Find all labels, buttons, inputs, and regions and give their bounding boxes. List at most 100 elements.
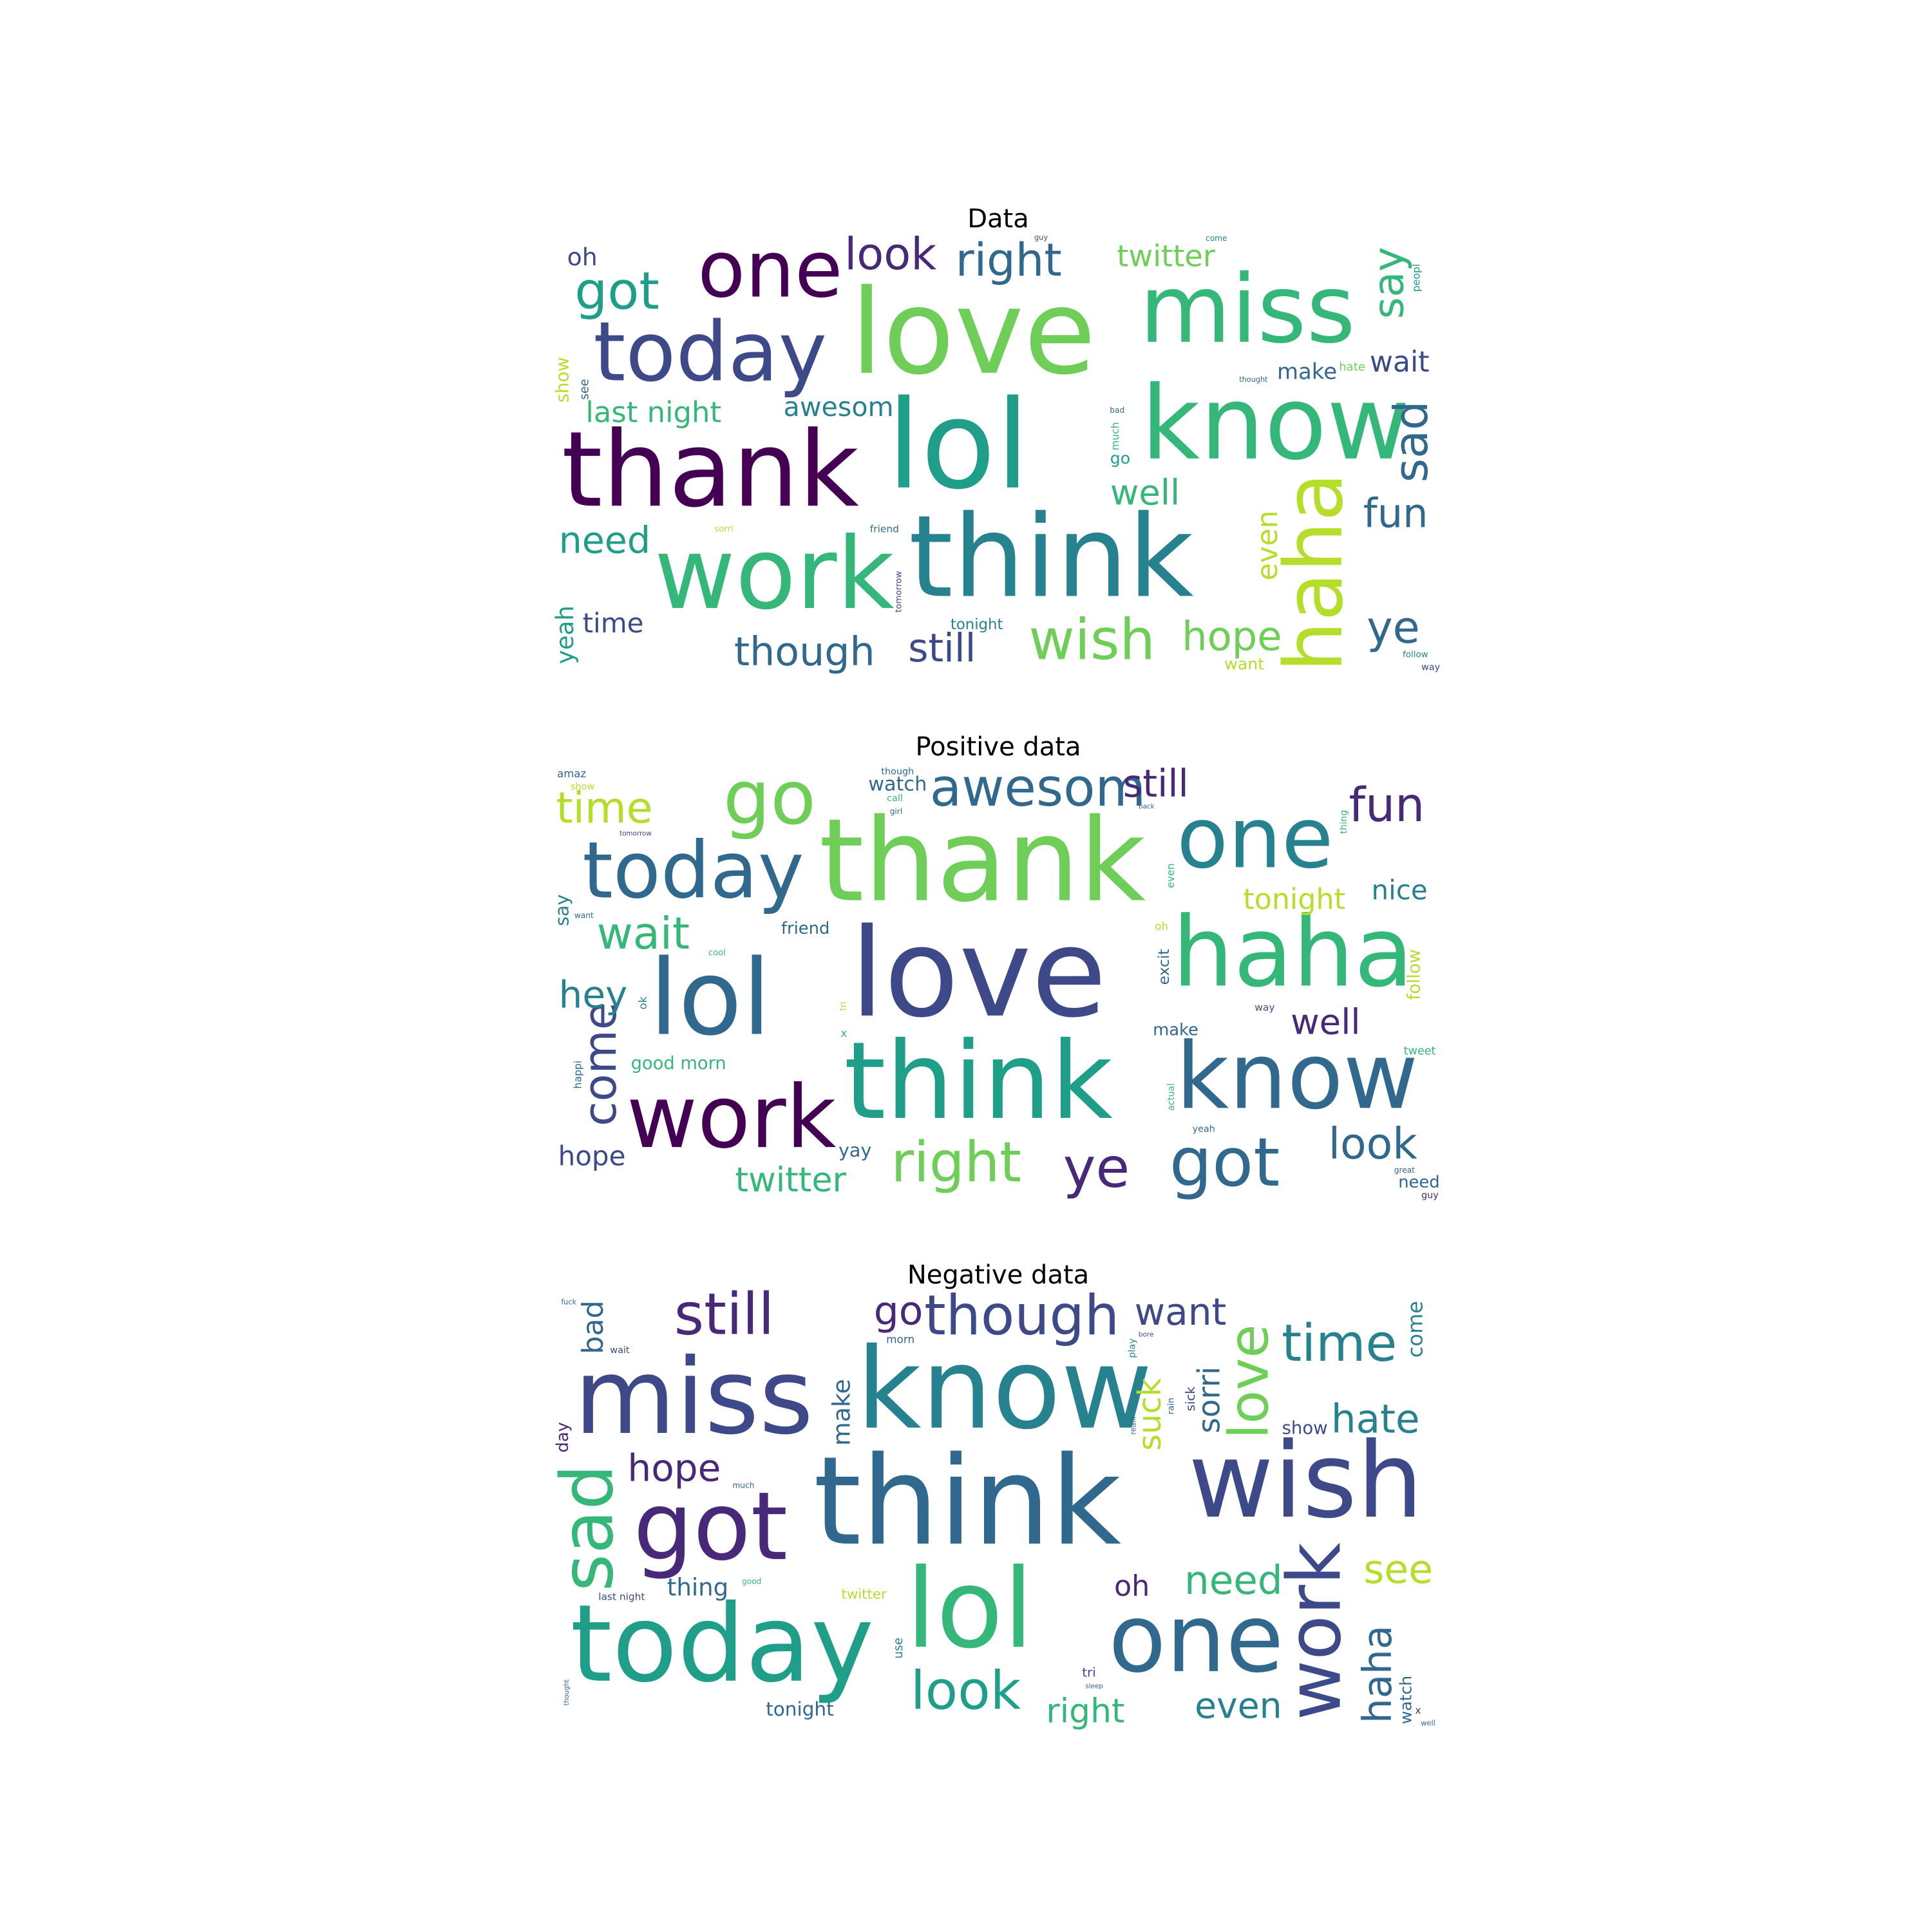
cloud-word: time <box>556 783 653 833</box>
cloud-word: show <box>554 357 573 402</box>
cloud-word: wait <box>610 1345 630 1356</box>
cloud-word: haha <box>1355 1625 1401 1723</box>
cloud-word: haha <box>1268 473 1361 672</box>
cloud-word: got <box>574 260 659 321</box>
cloud-word: come <box>1403 1301 1428 1358</box>
cloud-word: sorri <box>1191 1367 1227 1434</box>
cloud-word: work <box>654 516 895 632</box>
cloud-word: hate <box>1339 361 1365 374</box>
cloud-word: bad <box>577 1300 610 1354</box>
cloud-word: oh <box>567 243 598 271</box>
cloud-word: work <box>627 1066 837 1168</box>
cloud-word: back <box>1139 803 1155 811</box>
cloud-word: go <box>874 1289 923 1334</box>
cloud-word: wish <box>1028 607 1155 672</box>
cloud-word: though <box>924 1289 1119 1348</box>
cloud-word: last night <box>598 1591 645 1602</box>
cloud-word: morn <box>886 1333 914 1346</box>
panel-title: Positive data <box>915 732 1081 762</box>
cloud-word: ok <box>637 996 650 1009</box>
cloud-word: bad <box>1110 406 1124 415</box>
cloud-word: fun <box>1349 779 1425 833</box>
cloud-word: tonight <box>766 1698 834 1720</box>
cloud-word: wait <box>1370 346 1430 379</box>
cloud-word: good <box>742 1577 761 1586</box>
cloud-word: show <box>571 782 594 792</box>
cloud-word: even <box>1195 1686 1282 1727</box>
cloud-word: last night <box>585 395 721 430</box>
cloud-word: yeah <box>554 605 579 664</box>
cloud-word: tomorrow <box>895 571 904 612</box>
cloud-word: well <box>1421 1719 1435 1728</box>
cloud-word: wait <box>597 908 690 960</box>
cloud-word: even <box>1164 864 1177 889</box>
cloud-word: guy <box>1421 1190 1439 1200</box>
cloud-word: thing <box>667 1574 728 1602</box>
cloud-word: know <box>1176 1023 1418 1130</box>
cloud-word: bore <box>1139 1331 1154 1339</box>
cloud-word: thought <box>563 1680 571 1706</box>
cloud-word: peopl <box>1410 264 1422 292</box>
cloud-word: one <box>1177 790 1333 887</box>
cloud-word: tri <box>1082 1665 1096 1680</box>
cloud-word: actual <box>1166 1083 1177 1110</box>
cloud-word: sick <box>1183 1387 1198 1412</box>
cloud-word: need <box>559 520 650 562</box>
cloud-word: love <box>850 902 1106 1045</box>
cloud-word: make <box>828 1379 856 1446</box>
cloud-word: hey <box>559 973 628 1017</box>
cloud-word: tomorrow <box>620 830 652 838</box>
cloud-word: way <box>1421 662 1441 672</box>
cloud-word: go <box>1110 449 1130 468</box>
panel-title: Negative data <box>907 1260 1090 1290</box>
cloud-word: follow <box>1403 650 1428 660</box>
cloud-word: love <box>1218 1324 1282 1439</box>
cloud-word: day <box>554 1422 573 1452</box>
cloud-word: suck <box>1131 1378 1168 1451</box>
cloud-word: way <box>1255 1002 1274 1014</box>
cloud-word: say <box>1365 247 1414 319</box>
cloud-word: work <box>1271 1542 1357 1720</box>
cloud-word: right <box>1046 1692 1124 1731</box>
cloud-word: sad <box>1384 401 1438 482</box>
cloud-word: need <box>1398 1173 1439 1192</box>
cloud-word: still <box>674 1289 774 1347</box>
cloud-word: miss <box>1139 254 1356 365</box>
cloud-word: follow <box>1405 949 1425 1000</box>
cloud-word: look <box>844 233 936 280</box>
cloud-word: amaz <box>557 768 586 780</box>
cloud-word: thank <box>562 410 859 531</box>
cloud-word: tweet <box>1404 1045 1436 1058</box>
cloud-word: see <box>1363 1546 1433 1593</box>
cloud-word: tonight <box>1243 883 1345 916</box>
cloud-word: look <box>1329 1119 1418 1169</box>
cloud-word: one <box>697 233 842 315</box>
cloud-word: one <box>1108 1584 1283 1694</box>
cloud-word: fuck <box>561 1298 576 1307</box>
cloud-word: make <box>1153 1020 1198 1039</box>
cloud-word: got <box>633 1472 788 1582</box>
cloud-word: rain <box>1167 1397 1177 1414</box>
cloud-word: sad <box>554 1464 630 1591</box>
cloud-word: watch <box>1397 1676 1416 1724</box>
cloud-word: use <box>892 1638 905 1659</box>
cloud-word: think <box>909 491 1194 623</box>
cloud-word: show <box>1282 1418 1328 1439</box>
panel-title: Data <box>967 204 1029 234</box>
cloud-word: hope <box>1182 612 1282 659</box>
cloud-word: still <box>1123 762 1189 806</box>
cloud-word: lol <box>906 1546 1034 1673</box>
cloud-word: today <box>582 826 804 916</box>
cloud-word: much <box>1109 422 1121 450</box>
cloud-word: want <box>1135 1290 1227 1334</box>
cloud-word: today <box>570 1582 874 1707</box>
cloud-word: excit <box>1155 949 1173 985</box>
cloud-word: wish <box>1188 1421 1423 1542</box>
cloud-word: think <box>813 1430 1121 1573</box>
cloud-word: miss <box>574 1337 814 1458</box>
cloud-word: cool <box>708 949 726 958</box>
cloud-word: guy <box>1034 233 1048 242</box>
cloud-word: need <box>1184 1558 1283 1604</box>
